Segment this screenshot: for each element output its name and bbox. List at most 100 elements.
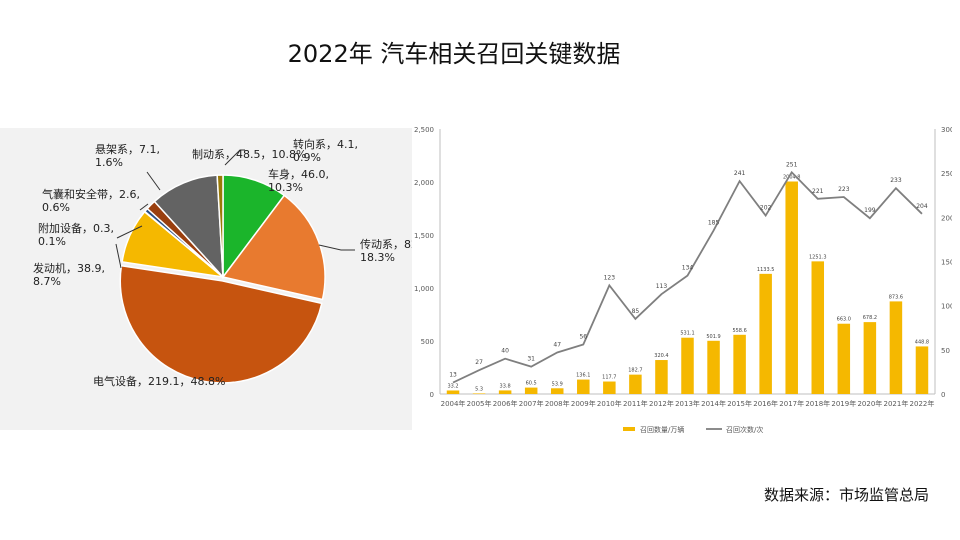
y-right-tick-label: 300: [941, 126, 952, 134]
line-value-label: 221: [812, 188, 824, 195]
bar-value-label: 678.2: [863, 315, 877, 321]
x-tick-label: 2012年: [649, 399, 674, 408]
pie-label-electrical: 电气设备，219.1，48.8%: [93, 374, 225, 388]
pie-leader-line: [224, 149, 245, 166]
recall-combo-chart: 0 500 1,000 1,500 2,000 2,500 0 50 100 150 200 250 3…: [414, 126, 952, 434]
bar-value-label: 663.0: [837, 317, 851, 323]
line-value-label: 56: [579, 334, 587, 341]
x-tick-label: 2015年: [727, 399, 752, 408]
bar-13: [785, 181, 798, 394]
y-left-tick-label: 0: [430, 391, 434, 399]
bar-9: [681, 337, 694, 394]
line-value-label: 251: [786, 161, 798, 168]
pie-label-pct-body: 10.3%: [268, 181, 303, 194]
pie-slice-transmission: [221, 194, 326, 301]
line-value-label: 27: [475, 359, 483, 366]
line-value-label: 233: [890, 177, 902, 184]
bar-1: [472, 393, 486, 394]
y-right-tick-label: 200: [941, 214, 952, 222]
bar-6: [603, 381, 616, 394]
x-tick-label: 2005年: [467, 399, 492, 408]
bar-value-label: 117.7: [602, 375, 616, 381]
pie-slice-brake: [153, 174, 224, 280]
bar-18: [915, 346, 929, 394]
bar-value-label: 1133.5: [757, 267, 775, 273]
line-value-label: 204: [916, 203, 928, 210]
pie-chart: 车身，46.0,10.3% 传动系，8218.3% 电气设备，219.1，48.8%…: [33, 137, 418, 388]
y-right-tick-label: 150: [941, 259, 952, 267]
line-value-label: 47: [553, 341, 561, 348]
line-value-label: 40: [501, 348, 509, 355]
x-tick-label: 2010年: [597, 399, 622, 408]
pie-leader-line: [318, 244, 355, 251]
bar-value-label: 136.1: [576, 373, 590, 379]
bar-value-label: 501.9: [706, 334, 720, 340]
page-title: 2022年 汽车相关召回关键数据: [287, 40, 621, 68]
pie-label-body: 车身，46.0,: [268, 167, 329, 181]
x-tick-label: 2011年: [623, 399, 648, 408]
y-left-tick-label: 2,500: [414, 126, 434, 134]
pie-label-brake: 制动系，48.5，10.8%: [192, 148, 306, 161]
bar-7: [629, 374, 642, 394]
x-tick-label: 2020年: [857, 399, 882, 408]
bar-11: [733, 334, 746, 394]
pie-label-pct-accessory: 0.1%: [38, 235, 66, 248]
line-value-label: 123: [604, 274, 616, 281]
pie-label-pct-steering: 0.9%: [293, 151, 321, 164]
bar-value-label: 2004.8: [783, 174, 801, 180]
y-left-tick-label: 2,000: [414, 179, 434, 187]
line-value-label: 13: [449, 372, 457, 379]
x-tick-label: 2016年: [753, 399, 778, 408]
x-tick-label: 2018年: [805, 399, 830, 408]
y-left-tick-label: 1,500: [414, 232, 434, 240]
x-tick-label: 2004年: [441, 399, 466, 408]
pie-leader-line: [116, 225, 143, 239]
bar-2: [498, 390, 512, 394]
pie-label-airbag: 气囊和安全带，2.6,: [42, 187, 140, 201]
y-right-tick-label: 50: [941, 347, 950, 355]
pie-label-transmission: 传动系，82: [360, 238, 412, 251]
pie-label-pct-suspension: 1.6%: [95, 156, 123, 169]
line-value-label: 113: [656, 283, 668, 290]
x-tick-label: 2009年: [571, 399, 596, 408]
y-right-tick-label: 0: [941, 391, 945, 399]
bar-12: [759, 273, 772, 394]
line-value-label: 223: [838, 186, 850, 193]
pie-chart-panel: 车身，46.0,10.3% 传动系，8218.3% 电气设备，219.1，48.8%…: [0, 128, 418, 430]
bar-value-label: 873.6: [889, 294, 903, 300]
bar-3: [524, 387, 538, 394]
legend-swatch-bar: [623, 427, 635, 431]
bar-value-label: 5.3: [475, 386, 483, 392]
bar-value-label: 448.8: [915, 339, 929, 345]
line-value-label: 85: [632, 308, 640, 315]
legend-label-line: 召回次数/次: [726, 425, 763, 434]
pie-leader-line: [115, 243, 122, 269]
x-tick-label: 2007年: [519, 399, 544, 408]
pie-label-pct-transmission: 18.3%: [360, 251, 395, 264]
bar-value-label: 33.8: [500, 383, 511, 389]
bar-15: [837, 323, 851, 394]
bar-value-label: 182.7: [628, 368, 642, 374]
x-tick-label: 2021年: [884, 399, 909, 408]
pie-label-suspension: 悬架系，7.1,: [95, 143, 160, 156]
line-value-label: 185: [708, 220, 720, 227]
pie-leader-line: [139, 203, 149, 211]
line-value-label: 199: [864, 207, 876, 214]
line-value-label: 134: [682, 265, 694, 272]
pie-label-steering: 转向系，4.1,: [293, 137, 358, 151]
bar-0: [446, 390, 460, 394]
bar-value-label: 320.4: [654, 353, 668, 359]
bar-16: [863, 322, 877, 394]
bar-10: [707, 340, 720, 394]
pie-slice-electrical: [119, 264, 323, 384]
bar-8: [655, 360, 668, 394]
pie-leader-line: [146, 171, 161, 191]
x-tick-label: 2022年: [910, 399, 935, 408]
bar-value-label: 33.2: [447, 383, 458, 389]
bar-value-label: 558.6: [732, 328, 746, 334]
pie-label-accessory: 附加设备，0.3,: [38, 221, 114, 235]
y-right-tick-label: 100: [941, 303, 952, 311]
pie-label-pct-airbag: 0.6%: [42, 201, 70, 214]
bar-value-label: 60.5: [526, 381, 537, 387]
bar-value-label: 53.9: [552, 381, 563, 387]
